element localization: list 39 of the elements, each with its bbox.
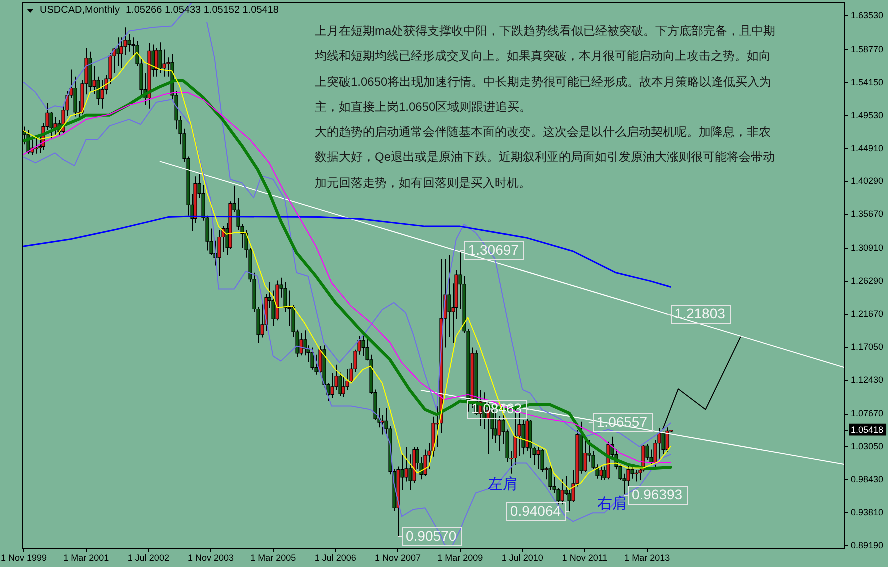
x-tick-label: 1 Nov 1999 <box>1 552 48 563</box>
x-tick-label: 1 Jul 2006 <box>314 552 356 563</box>
y-tick-label: 1.40290 <box>851 176 884 186</box>
y-tick-label: 1.35670 <box>851 209 884 220</box>
annotation: 1.21803 <box>674 305 726 322</box>
x-tick-label: 1 Nov 2011 <box>562 552 608 563</box>
y-tick-label: 0.93810 <box>851 508 884 518</box>
annotation: 左肩 <box>488 476 518 493</box>
y-tick-label: 1.54150 <box>851 77 884 88</box>
x-tick-label: 1 Mar 2013 <box>624 552 670 563</box>
annotation: 右肩 <box>597 496 628 513</box>
y-tick-label: 0.89190 <box>851 540 884 550</box>
annotation: 1.06557 <box>596 414 648 430</box>
x-tick-label: 1 Nov 2003 <box>188 552 234 563</box>
y-tick-label: 1.26290 <box>851 276 884 286</box>
annotation: 大的趋势的启动通常会伴随基本面的改变。这次会是以什么启动契机呢。加降息，非农数据大好，Qe退出或是原油下跌。近期叙利亚的局面如引发原油大涨则很可能将会带动加元回落走势，如有回落则是买入时机。 <box>315 124 776 192</box>
x-tick-label: 1 Mar 2009 <box>438 552 484 563</box>
y-tick-label: 1.21670 <box>851 308 884 319</box>
y-tick-label: 1.44910 <box>851 143 884 154</box>
x-tick-label: 1 Jul 2002 <box>128 552 170 563</box>
x-tick-label: 1 Nov 2007 <box>374 552 422 563</box>
x-tick-label: 1 Jul 2010 <box>502 552 544 563</box>
y-tick-label: 1.03050 <box>851 442 884 452</box>
y-tick-label: 1.58770 <box>851 44 884 54</box>
y-tick-label: 0.98430 <box>851 474 884 485</box>
y-tick-label: 1.05418 <box>851 424 884 435</box>
annotation: 上月在短期ma处获得支撑收中阳，下跌趋势线看似已经被突破。下方底部完备，且中期均线和短期均线已经形成交叉向上。如果真突破，本月很可能启动向上攻击之势。如向上突破1.0650将出现加速行情。中长期走势很可能已经形成。故本月策略以逢低买入为主，如直接上岗1.0650区域则跟进追买。 <box>315 23 777 116</box>
y-tick-label: 1.49530 <box>851 110 884 120</box>
y-tick-label: 1.30910 <box>851 243 884 254</box>
x-tick-label: 1 Mar 2005 <box>250 552 296 563</box>
x-tick-label: 1 Mar 2001 <box>64 552 110 563</box>
chart-subtitle: 1.05266 1.05433 1.05152 1.05418 <box>126 5 279 17</box>
y-tick-label: 1.17050 <box>851 342 884 352</box>
y-tick-label: 1.07670 <box>851 408 884 419</box>
chart-title: USDCAD,Monthly <box>40 5 120 17</box>
y-tick-label: 1.12430 <box>851 374 884 385</box>
y-tick-label: 1.63530 <box>851 10 884 21</box>
annotation: 0.94064 <box>510 503 562 520</box>
annotation: 0.96393 <box>632 486 683 503</box>
